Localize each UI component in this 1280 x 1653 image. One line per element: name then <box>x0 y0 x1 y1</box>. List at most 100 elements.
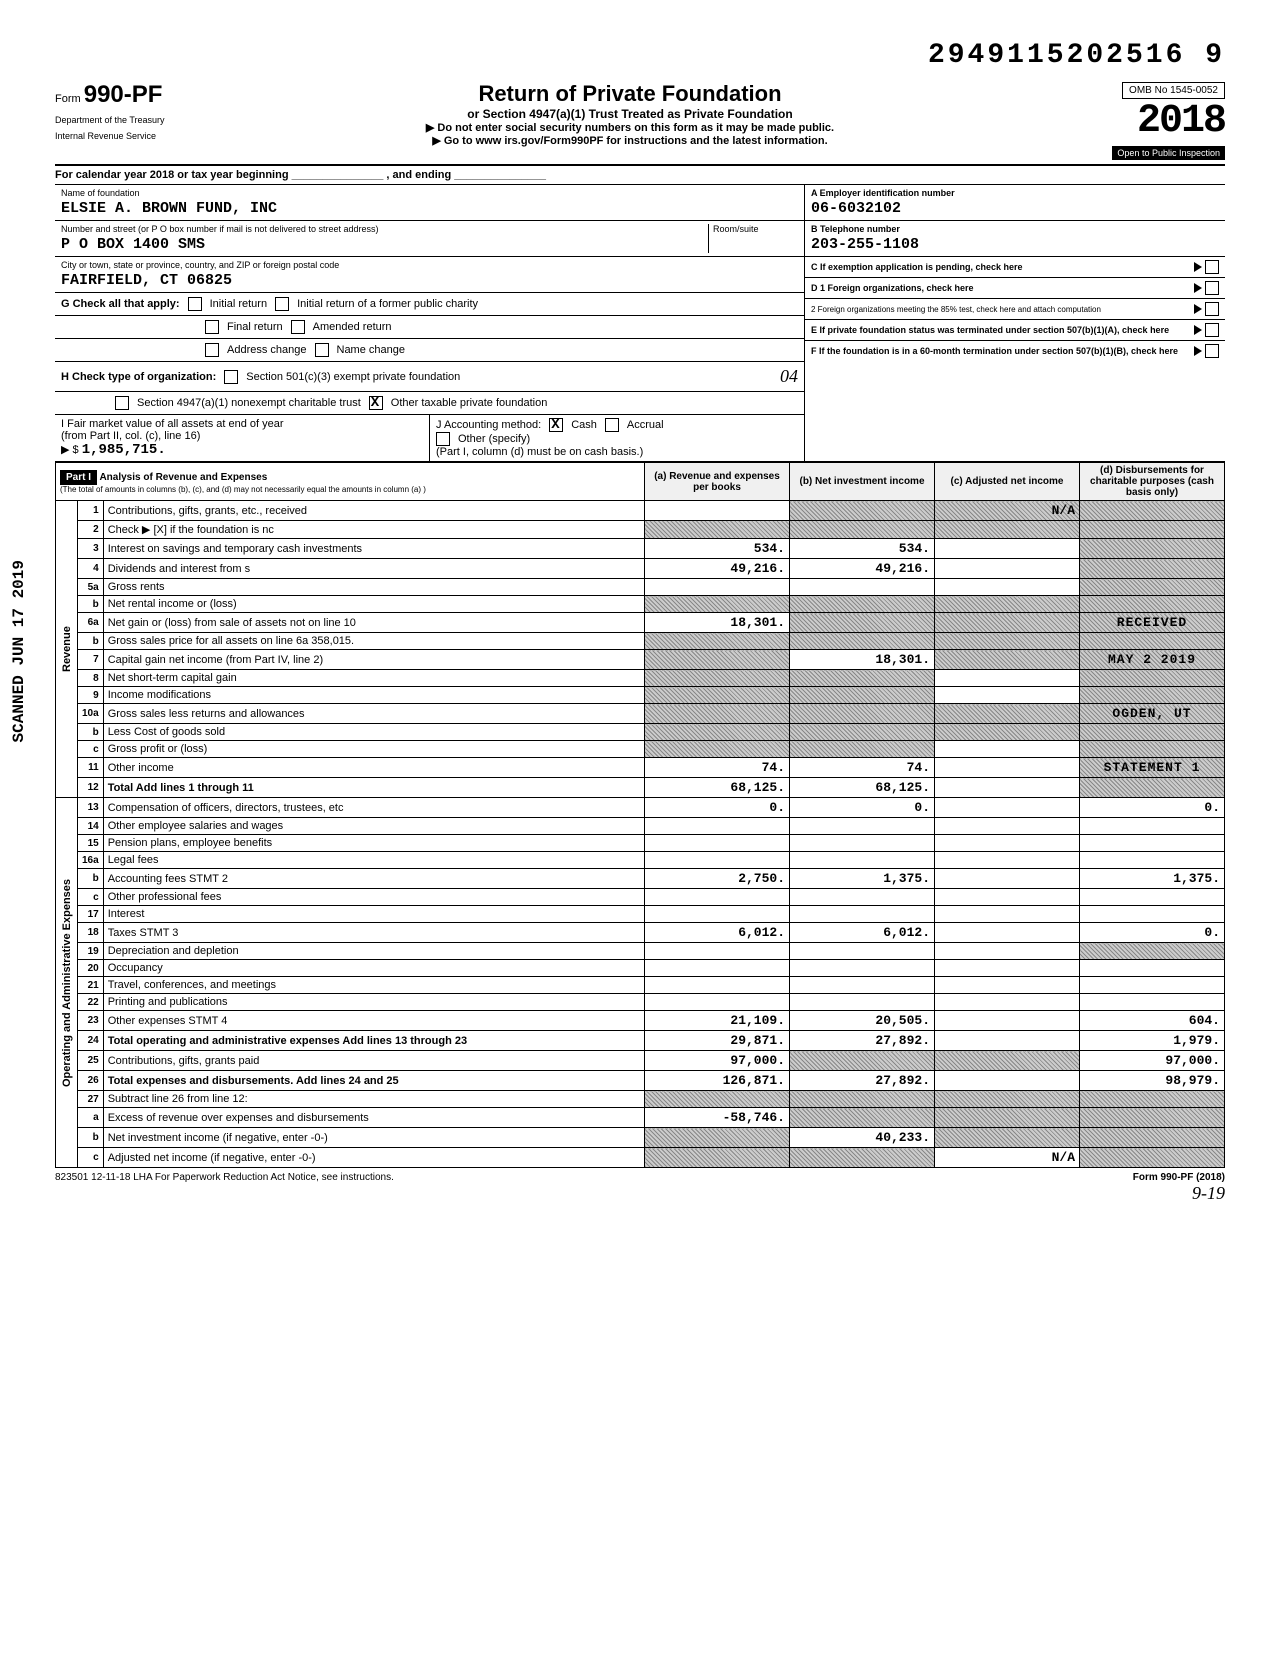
table-row: 21Travel, conferences, and meetings <box>56 977 1225 994</box>
line-label: Net gain or (loss) from sale of assets n… <box>103 613 644 633</box>
line-number: 15 <box>78 835 104 852</box>
line-label: Gross rents <box>103 579 644 596</box>
cell-b <box>790 724 935 741</box>
telephone: 203-255-1108 <box>811 236 1219 253</box>
cell-a: 49,216. <box>645 559 790 579</box>
amended-return-checkbox[interactable] <box>291 320 305 334</box>
cell-a: 18,301. <box>645 613 790 633</box>
cash-checkbox[interactable] <box>549 418 563 432</box>
cell-a: -58,746. <box>645 1108 790 1128</box>
initial-return-label: Initial return <box>210 298 267 310</box>
cell-d: OGDEN, UT <box>1080 704 1225 724</box>
cell-d <box>1080 559 1225 579</box>
cell-d <box>1080 960 1225 977</box>
cell-c <box>935 633 1080 650</box>
cell-d <box>1080 906 1225 923</box>
name-change-label: Name change <box>337 344 406 356</box>
cell-d: 1,375. <box>1080 869 1225 889</box>
line-number: b <box>78 1128 104 1148</box>
line-number: 14 <box>78 818 104 835</box>
foundation-address: P O BOX 1400 SMS <box>61 236 708 253</box>
table-row: 26Total expenses and disbursements. Add … <box>56 1071 1225 1091</box>
part1-header: Part I <box>60 470 97 485</box>
table-row: cGross profit or (loss) <box>56 741 1225 758</box>
cell-a <box>645 704 790 724</box>
cell-c <box>935 1051 1080 1071</box>
cell-d <box>1080 943 1225 960</box>
initial-return-checkbox[interactable] <box>188 297 202 311</box>
line-number: 18 <box>78 923 104 943</box>
section-e-checkbox[interactable] <box>1205 323 1219 337</box>
table-row: Operating and Administrative Expenses13C… <box>56 798 1225 818</box>
cell-d <box>1080 687 1225 704</box>
section-d2-checkbox[interactable] <box>1205 302 1219 316</box>
cell-d <box>1080 724 1225 741</box>
cell-c <box>935 521 1080 539</box>
omb-number: OMB No 1545-0052 <box>1122 82 1225 99</box>
cell-d: RECEIVED <box>1080 613 1225 633</box>
line-number: 17 <box>78 906 104 923</box>
other-taxable-checkbox[interactable] <box>369 396 383 410</box>
arrow-icon <box>1194 346 1202 356</box>
section-f-checkbox[interactable] <box>1205 344 1219 358</box>
cell-d <box>1080 633 1225 650</box>
cell-d <box>1080 977 1225 994</box>
cell-a <box>645 1148 790 1168</box>
cell-b <box>790 704 935 724</box>
initial-return-former-checkbox[interactable] <box>275 297 289 311</box>
line-label: Compensation of officers, directors, tru… <box>103 798 644 818</box>
cell-a: 6,012. <box>645 923 790 943</box>
cell-a <box>645 889 790 906</box>
line-label: Gross sales price for all assets on line… <box>103 633 644 650</box>
final-return-label: Final return <box>227 321 283 333</box>
line-number: 9 <box>78 687 104 704</box>
final-return-checkbox[interactable] <box>205 320 219 334</box>
cell-b: 534. <box>790 539 935 559</box>
line-label: Gross sales less returns and allowances <box>103 704 644 724</box>
table-row: 15Pension plans, employee benefits <box>56 835 1225 852</box>
cell-c <box>935 977 1080 994</box>
table-row: aExcess of revenue over expenses and dis… <box>56 1108 1225 1128</box>
name-change-checkbox[interactable] <box>315 343 329 357</box>
line-number: b <box>78 869 104 889</box>
foundation-name: ELSIE A. BROWN FUND, INC <box>61 200 798 217</box>
cell-c <box>935 559 1080 579</box>
cell-a <box>645 650 790 670</box>
cell-d <box>1080 521 1225 539</box>
cell-b: 20,505. <box>790 1011 935 1031</box>
table-row: 5aGross rents <box>56 579 1225 596</box>
cell-b: 40,233. <box>790 1128 935 1148</box>
cell-a: 126,871. <box>645 1071 790 1091</box>
col-b-header: (b) Net investment income <box>790 463 935 501</box>
cell-b: 18,301. <box>790 650 935 670</box>
table-row: 14Other employee salaries and wages <box>56 818 1225 835</box>
line-label: Net rental income or (loss) <box>103 596 644 613</box>
line-number: 26 <box>78 1071 104 1091</box>
cell-b <box>790 852 935 869</box>
address-change-checkbox[interactable] <box>205 343 219 357</box>
cell-c <box>935 1128 1080 1148</box>
line-label: Interest on savings and temporary cash i… <box>103 539 644 559</box>
section-j-label: J Accounting method: <box>436 419 541 431</box>
open-inspection: Open to Public Inspection <box>1112 146 1225 160</box>
foundation-city: FAIRFIELD, CT 06825 <box>61 272 798 289</box>
section-c-checkbox[interactable] <box>1205 260 1219 274</box>
other-method-checkbox[interactable] <box>436 432 450 446</box>
line-number: 10a <box>78 704 104 724</box>
section-d1-checkbox[interactable] <box>1205 281 1219 295</box>
501c3-checkbox[interactable] <box>224 370 238 384</box>
4947a1-checkbox[interactable] <box>115 396 129 410</box>
cell-a <box>645 818 790 835</box>
col-d-header: (d) Disbursements for charitable purpose… <box>1080 463 1225 501</box>
cell-c <box>935 579 1080 596</box>
line-number: 5a <box>78 579 104 596</box>
line-number: 22 <box>78 994 104 1011</box>
footer-left: 823501 12-11-18 LHA For Paperwork Reduct… <box>55 1172 394 1204</box>
line-label: Other income <box>103 758 644 778</box>
cell-c <box>935 670 1080 687</box>
cell-b: 74. <box>790 758 935 778</box>
line-label: Occupancy <box>103 960 644 977</box>
table-row: 20Occupancy <box>56 960 1225 977</box>
line-number: b <box>78 596 104 613</box>
accrual-checkbox[interactable] <box>605 418 619 432</box>
